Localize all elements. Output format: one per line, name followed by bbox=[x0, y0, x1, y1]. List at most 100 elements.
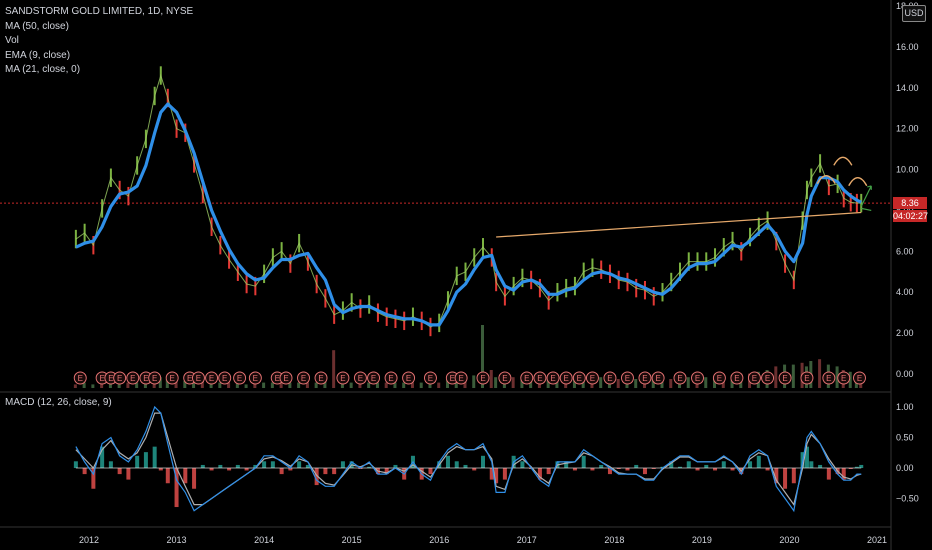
macd-histogram-bar bbox=[686, 461, 691, 468]
macd-histogram-bar bbox=[721, 461, 726, 468]
macd-histogram-bar bbox=[143, 452, 148, 468]
volume-bar bbox=[73, 384, 77, 388]
indicator-ma50[interactable]: MA (50, close) bbox=[5, 20, 69, 32]
macd-histogram-bar bbox=[642, 468, 647, 475]
volume-bar bbox=[520, 379, 524, 388]
volume-bar bbox=[100, 382, 104, 388]
earnings-marker-circle bbox=[165, 371, 179, 385]
volume-bar bbox=[375, 382, 379, 388]
earnings-marker-circle bbox=[336, 371, 350, 385]
volume-bar bbox=[511, 377, 515, 388]
earnings-marker: E bbox=[148, 371, 162, 385]
earnings-marker-glyph: E bbox=[826, 374, 831, 383]
volume-bar bbox=[126, 382, 130, 388]
volume-bar bbox=[546, 379, 550, 388]
macd-histogram-bar bbox=[564, 461, 569, 468]
time-tick-label: 2013 bbox=[167, 535, 187, 545]
macd-histogram-bar bbox=[100, 446, 105, 468]
earnings-marker-circle bbox=[559, 371, 573, 385]
macd-histogram-bar bbox=[454, 461, 459, 468]
macd-histogram-bar bbox=[174, 468, 179, 508]
earnings-marker-circle bbox=[638, 371, 652, 385]
volume-bar bbox=[332, 350, 336, 388]
volume-bar bbox=[572, 379, 576, 388]
macd-histogram-bar bbox=[590, 468, 595, 471]
price-tick-label: 0.00 bbox=[896, 369, 914, 379]
moving-average-line bbox=[75, 102, 862, 327]
price-tick-label: 16.00 bbox=[896, 42, 919, 52]
earnings-marker-circle bbox=[520, 371, 534, 385]
earnings-marker: E bbox=[248, 371, 262, 385]
macd-histogram-bar bbox=[152, 446, 157, 468]
macd-histogram-bar bbox=[108, 461, 113, 468]
macd-indicator-label[interactable]: MACD (12, 26, close, 9) bbox=[5, 397, 112, 408]
macd-histogram-bar bbox=[826, 468, 831, 480]
earnings-marker-glyph: E bbox=[253, 374, 258, 383]
macd-histogram-bar bbox=[713, 468, 718, 471]
indicator-ema9[interactable]: EMA (9, close) bbox=[5, 49, 71, 61]
macd-histogram-bar bbox=[463, 464, 468, 468]
earnings-marker-glyph: E bbox=[577, 374, 582, 383]
volume-bar bbox=[774, 366, 778, 388]
earnings-marker-circle bbox=[712, 371, 726, 385]
symbol-title[interactable]: SANDSTORM GOLD LIMITED, 1D, NYSE bbox=[5, 6, 194, 17]
time-tick-label: 2018 bbox=[604, 535, 624, 545]
pattern-arc bbox=[833, 156, 853, 166]
macd-histogram-bar bbox=[804, 446, 809, 468]
macd-histogram-bar bbox=[218, 464, 223, 468]
volume-bar bbox=[158, 377, 162, 388]
earnings-marker-circle bbox=[673, 371, 687, 385]
volume-bar bbox=[848, 371, 852, 388]
indicator-ma21[interactable]: MA (21, close, 0) bbox=[5, 64, 81, 75]
earnings-marker-circle bbox=[148, 371, 162, 385]
earnings-marker-circle bbox=[218, 371, 232, 385]
macd-histogram-bar bbox=[537, 468, 542, 480]
indicator-volume[interactable]: Vol bbox=[5, 35, 19, 46]
earnings-marker-glyph: E bbox=[677, 374, 682, 383]
volume-bar bbox=[410, 382, 414, 388]
volume-bar bbox=[660, 379, 664, 388]
volume-bar bbox=[192, 380, 196, 388]
macd-histogram-bar bbox=[489, 468, 494, 480]
earnings-marker: E bbox=[113, 371, 127, 385]
volume-bar bbox=[599, 377, 603, 388]
currency-button[interactable]: USD bbox=[902, 5, 926, 22]
volume-bar bbox=[165, 379, 169, 388]
macd-histogram-bar bbox=[581, 455, 586, 468]
earnings-marker-circle bbox=[353, 371, 367, 385]
macd-line bbox=[75, 405, 862, 513]
macd-histogram-bar bbox=[502, 468, 507, 480]
volume-bar bbox=[419, 382, 423, 388]
earnings-marker: E bbox=[353, 371, 367, 385]
earnings-marker: E bbox=[126, 371, 140, 385]
macd-histogram-bar bbox=[546, 468, 551, 475]
macd-histogram-bar bbox=[340, 461, 345, 468]
earnings-marker-glyph: E bbox=[406, 374, 411, 383]
earnings-marker-circle bbox=[73, 371, 87, 385]
earnings-marker-glyph: E bbox=[428, 374, 433, 383]
macd-histogram-bar bbox=[520, 461, 525, 468]
volume-bar bbox=[349, 382, 353, 388]
macd-histogram-bar bbox=[854, 466, 859, 468]
last-price-tag: 8.36 bbox=[893, 197, 927, 209]
time-tick-label: 2012 bbox=[79, 535, 99, 545]
time-tick-label: 2020 bbox=[779, 535, 799, 545]
earnings-marker-glyph: E bbox=[318, 374, 323, 383]
earnings-marker-circle bbox=[248, 371, 262, 385]
earnings-marker-glyph: E bbox=[117, 374, 122, 383]
earnings-marker: E bbox=[279, 371, 293, 385]
macd-histogram-bar bbox=[818, 464, 823, 468]
earnings-marker-glyph: E bbox=[130, 374, 135, 383]
macd-histogram-bar bbox=[297, 461, 302, 468]
earnings-marker: E bbox=[454, 371, 468, 385]
earnings-marker: E bbox=[336, 371, 350, 385]
time-tick-label: 2021 bbox=[867, 535, 887, 545]
earnings-marker-glyph: E bbox=[550, 374, 555, 383]
earnings-marker: E bbox=[165, 371, 179, 385]
earnings-marker: E bbox=[778, 371, 792, 385]
time-tick-label: 2014 bbox=[254, 535, 274, 545]
price-tick-label: 14.00 bbox=[896, 83, 919, 93]
earnings-marker-glyph: E bbox=[237, 374, 242, 383]
volume-bar bbox=[174, 379, 178, 388]
